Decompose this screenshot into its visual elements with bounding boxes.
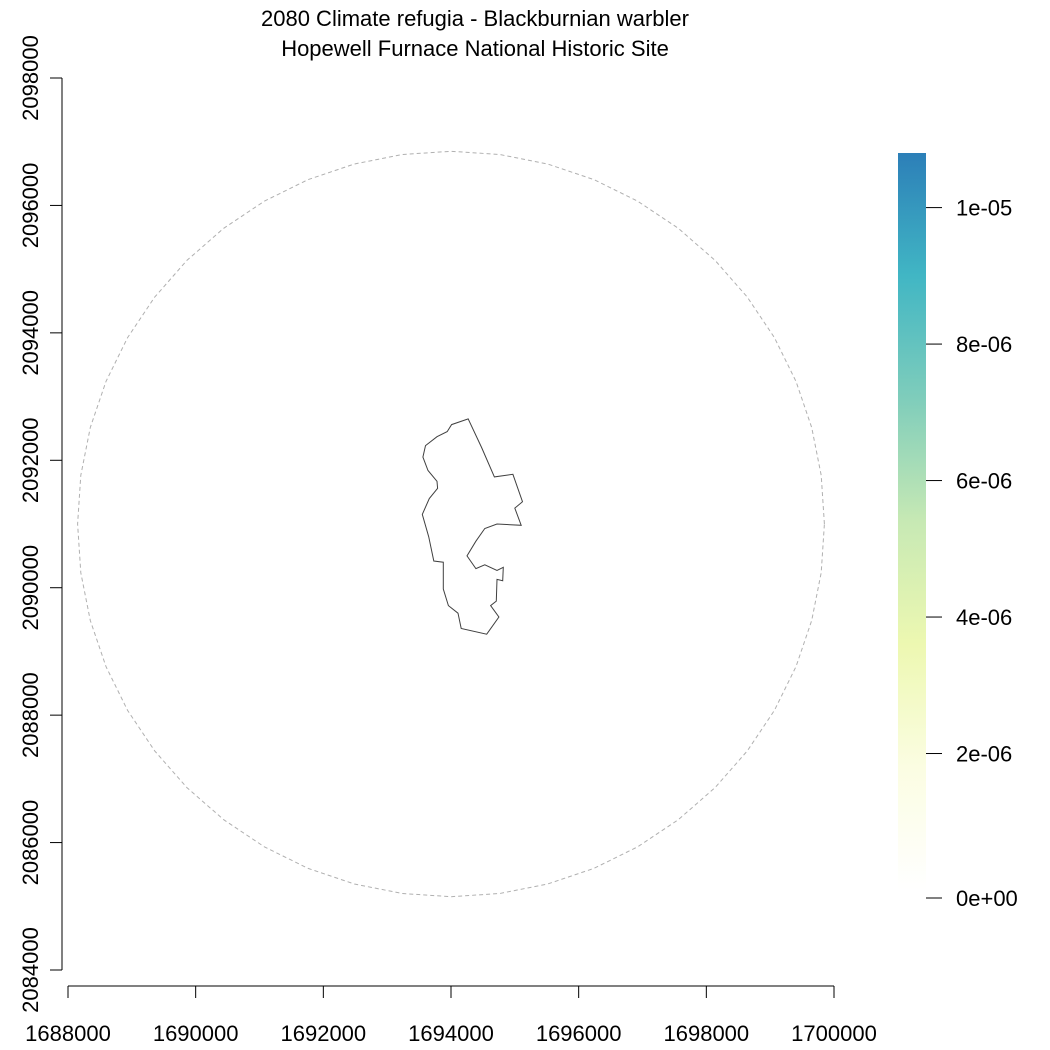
park-boundary [421,418,524,635]
colorbar-tick-label: 2e-06 [956,742,1012,767]
y-tick-label: 2096000 [18,163,43,249]
colorbar-legend: 0e+00 2e-06 4e-06 6e-06 8e-06 1e-05 [898,153,1018,911]
y-tick-label: 2086000 [18,800,43,886]
colorbar-gradient [898,153,926,890]
y-tick-label: 2098000 [18,35,43,121]
x-tick-label: 1696000 [536,1021,622,1046]
buffer-boundary [77,150,825,898]
colorbar-tick-label: 4e-06 [956,605,1012,630]
x-tick-label: 1692000 [281,1021,367,1046]
x-tick-label: 1694000 [408,1021,494,1046]
colorbar-tick-label: 8e-06 [956,332,1012,357]
x-tick-label: 1688000 [25,1021,111,1046]
x-tick-label: 1698000 [664,1021,750,1046]
y-tick-label: 2084000 [18,927,43,1013]
y-tick-label: 2090000 [18,545,43,631]
colorbar-tick-label: 6e-06 [956,469,1012,494]
map-title-line1: 2080 Climate refugia - Blackburnian warb… [261,6,689,31]
y-axis: 2084000 2086000 2088000 2090000 2092000 20940… [18,35,63,1013]
y-tick-label: 2094000 [18,290,43,376]
x-tick-label: 1700000 [791,1021,877,1046]
map-title-line2: Hopewell Furnace National Historic Site [281,36,669,61]
y-tick-label: 2092000 [18,417,43,503]
x-tick-label: 1690000 [153,1021,239,1046]
x-axis: 1688000 1690000 1692000 1694000 1696000 16980… [25,985,877,1046]
colorbar-tick-label: 0e+00 [956,886,1018,911]
y-tick-label: 2088000 [18,672,43,758]
colorbar-tick-label: 1e-05 [956,196,1012,221]
